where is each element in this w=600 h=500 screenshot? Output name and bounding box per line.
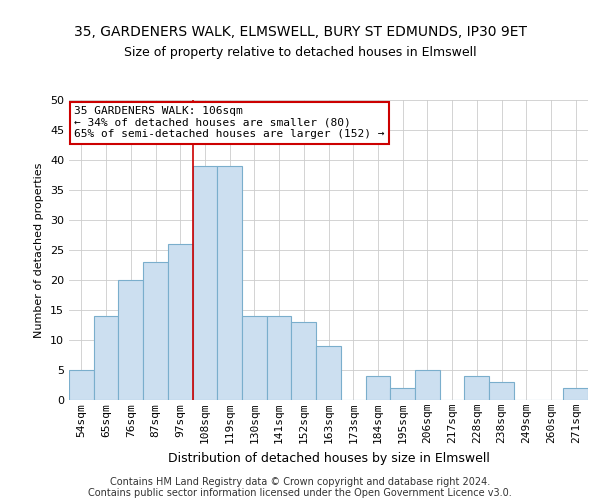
Bar <box>168 244 193 400</box>
Bar <box>193 166 217 400</box>
Y-axis label: Number of detached properties: Number of detached properties <box>34 162 44 338</box>
Bar <box>316 346 341 400</box>
Text: Contains HM Land Registry data © Crown copyright and database right 2024.
Contai: Contains HM Land Registry data © Crown c… <box>88 476 512 498</box>
Bar <box>69 370 94 400</box>
X-axis label: Distribution of detached houses by size in Elmswell: Distribution of detached houses by size … <box>167 452 490 464</box>
Bar <box>365 376 390 400</box>
Bar <box>143 262 168 400</box>
Text: 35, GARDENERS WALK, ELMSWELL, BURY ST EDMUNDS, IP30 9ET: 35, GARDENERS WALK, ELMSWELL, BURY ST ED… <box>74 26 527 40</box>
Bar <box>217 166 242 400</box>
Bar <box>563 388 588 400</box>
Text: 35 GARDENERS WALK: 106sqm
← 34% of detached houses are smaller (80)
65% of semi-: 35 GARDENERS WALK: 106sqm ← 34% of detac… <box>74 106 385 139</box>
Bar <box>118 280 143 400</box>
Bar <box>94 316 118 400</box>
Text: Size of property relative to detached houses in Elmswell: Size of property relative to detached ho… <box>124 46 476 59</box>
Bar <box>390 388 415 400</box>
Bar <box>415 370 440 400</box>
Bar <box>267 316 292 400</box>
Bar <box>489 382 514 400</box>
Bar <box>242 316 267 400</box>
Bar <box>292 322 316 400</box>
Bar <box>464 376 489 400</box>
